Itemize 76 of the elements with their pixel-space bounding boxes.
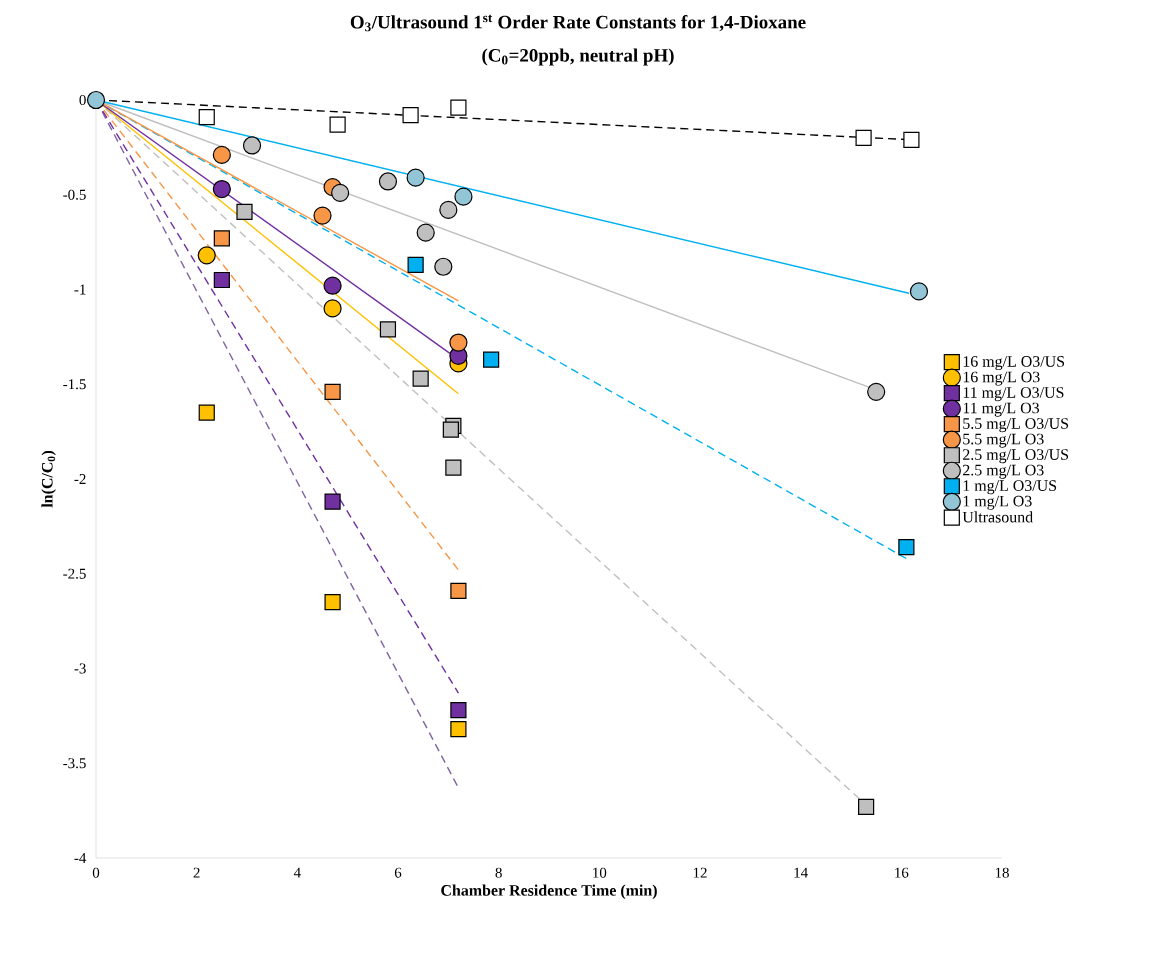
point xyxy=(898,539,915,556)
point xyxy=(331,183,350,202)
y-tick-label: -2 xyxy=(74,474,86,484)
x-tick-label: 10 xyxy=(593,867,607,878)
point xyxy=(313,206,332,225)
point xyxy=(450,99,467,116)
point xyxy=(324,383,341,400)
point xyxy=(213,271,230,289)
point xyxy=(442,421,459,438)
legend-label: Ultrasound xyxy=(962,511,1033,523)
point xyxy=(324,594,341,611)
point xyxy=(197,246,216,265)
legend-label: 11 mg/L O3 xyxy=(963,402,1040,417)
point xyxy=(439,200,458,219)
x-tick-label: 0 xyxy=(92,867,100,878)
point xyxy=(450,702,467,719)
point xyxy=(242,136,262,155)
y-tick-label: -3.5 xyxy=(63,758,86,769)
y-axis-title: ln(C/C$_{0}$) xyxy=(41,450,56,508)
y-tick-label: -4 xyxy=(74,853,87,863)
legend-label: 11 mg/L O3/US xyxy=(963,387,1064,402)
point xyxy=(402,107,419,124)
point xyxy=(323,276,342,295)
point xyxy=(329,116,346,133)
point xyxy=(379,321,397,338)
point xyxy=(434,257,453,276)
point xyxy=(858,798,875,815)
point xyxy=(198,404,215,421)
legend-label: 2.5 mg/L O3/US xyxy=(963,449,1069,464)
point xyxy=(903,131,920,148)
x-tick-label: 16 xyxy=(895,867,909,878)
x-tick-label: 6 xyxy=(394,867,402,878)
legend-label: 5.5 mg/L O3 xyxy=(963,433,1044,448)
x-tick-label: 12 xyxy=(693,867,707,878)
point xyxy=(213,230,230,247)
point xyxy=(212,179,231,199)
point xyxy=(909,282,929,301)
point xyxy=(198,108,215,126)
y-tick-label: 0 xyxy=(79,94,86,106)
y-tick-label: -2.5 xyxy=(63,568,86,579)
point xyxy=(449,333,468,352)
legend-label: 1 mg/L O3 xyxy=(963,495,1032,510)
point xyxy=(406,168,425,187)
point xyxy=(855,129,872,146)
y-tick-label: -3 xyxy=(74,663,86,674)
point xyxy=(416,223,435,242)
x-tick-label: 2 xyxy=(193,867,200,878)
point xyxy=(412,370,429,387)
point xyxy=(86,90,106,110)
y-tick-label: -0.5 xyxy=(63,189,86,200)
point xyxy=(483,351,500,368)
point xyxy=(454,187,473,206)
x-tick-label: 4 xyxy=(293,867,301,878)
point xyxy=(236,203,253,220)
point xyxy=(407,256,424,273)
point xyxy=(324,493,341,510)
point xyxy=(323,299,342,318)
point xyxy=(450,721,467,738)
legend-label: 5.5 mg/L O3/US xyxy=(963,418,1069,433)
x-tick-label: 18 xyxy=(995,867,1009,878)
legend-label: 16 mg/L O3 xyxy=(963,371,1040,386)
chart-title: O$_{3}$/Ultrasound 1$^{st}$ Order Rate Constants for 1,4-Dioxane xyxy=(350,14,806,32)
x-tick-label: 8 xyxy=(495,867,502,878)
point xyxy=(450,582,467,599)
y-tick-label: -1 xyxy=(74,284,86,295)
point xyxy=(212,145,231,165)
legend-label: 1 mg/L O3/US xyxy=(963,480,1057,495)
point xyxy=(867,382,886,401)
point xyxy=(378,172,398,191)
legend-label: 16 mg/L O3/US xyxy=(963,356,1065,371)
chart-subtitle: (C$_{0}$=20ppb, neutral pH) xyxy=(482,48,674,66)
x-axis-title: Chamber Residence Time (min) xyxy=(441,884,657,900)
x-tick-label: 14 xyxy=(794,867,808,878)
legend-label: 2.5 mg/L O3 xyxy=(963,464,1044,479)
y-tick-label: -1.5 xyxy=(63,379,86,390)
point xyxy=(445,459,462,476)
